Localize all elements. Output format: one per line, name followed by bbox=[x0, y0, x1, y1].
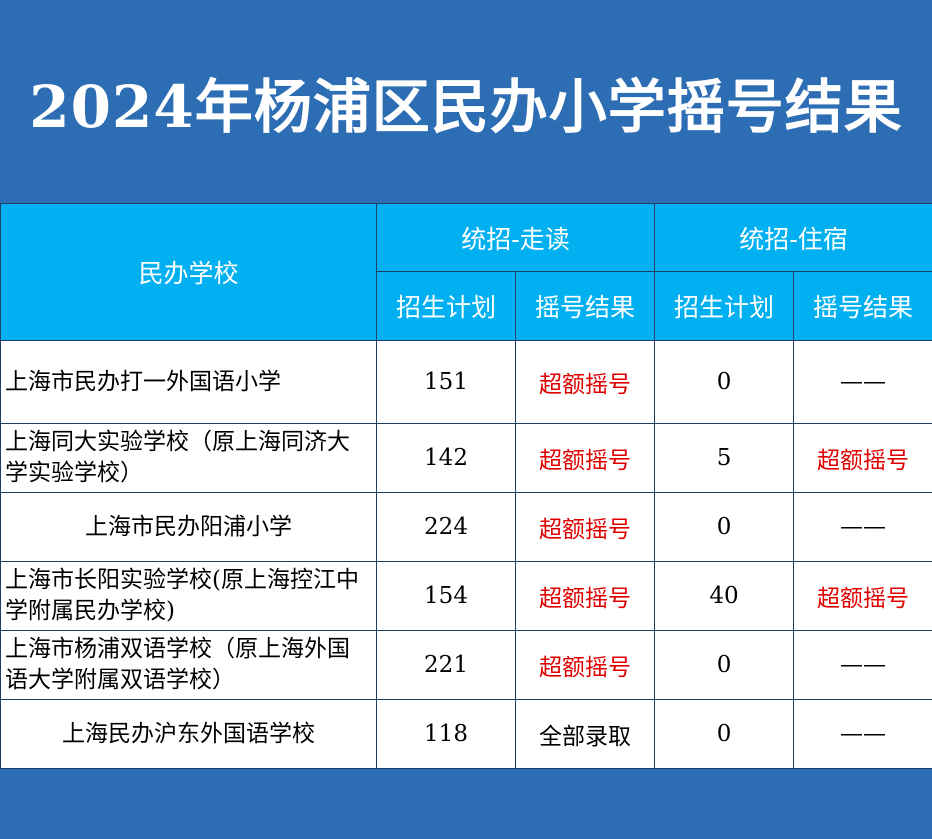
board-result: 超额摇号 bbox=[793, 561, 932, 631]
board-plan: 40 bbox=[654, 561, 795, 631]
header-board-result: 摇号结果 bbox=[793, 271, 932, 341]
header-walk-result: 摇号结果 bbox=[514, 271, 656, 341]
walk-plan: 154 bbox=[376, 561, 516, 631]
results-table: 民办学校 统招-走读 统招-住宿 招生计划 摇号结果 招生计划 摇号结果 上海市… bbox=[0, 203, 932, 769]
table-row: 上海市杨浦双语学校（原上海外国语大学附属双语学校） 221 超额摇号 0 —— bbox=[0, 630, 932, 700]
school-name: 上海市长阳实验学校(原上海控江中学附属民办学校) bbox=[0, 561, 377, 631]
school-name: 上海同大实验学校（原上海同济大学实验学校） bbox=[0, 423, 377, 493]
school-name: 上海市民办阳浦小学 bbox=[0, 492, 377, 562]
table-row: 上海市民办阳浦小学 224 超额摇号 0 —— bbox=[0, 492, 932, 562]
walk-result: 全部录取 bbox=[514, 699, 656, 769]
school-name: 上海民办沪东外国语学校 bbox=[0, 699, 377, 769]
walk-plan: 224 bbox=[376, 492, 516, 562]
walk-plan: 142 bbox=[376, 423, 516, 493]
page-title: 2024年杨浦区民办小学摇号结果 bbox=[29, 72, 903, 141]
walk-result: 超额摇号 bbox=[514, 630, 656, 700]
walk-result: 超额摇号 bbox=[514, 423, 656, 493]
board-plan: 0 bbox=[654, 340, 795, 424]
table-row: 上海同大实验学校（原上海同济大学实验学校） 142 超额摇号 5 超额摇号 bbox=[0, 423, 932, 493]
board-result: —— bbox=[793, 630, 932, 700]
header-walk-plan: 招生计划 bbox=[376, 271, 516, 341]
table-row: 上海市长阳实验学校(原上海控江中学附属民办学校) 154 超额摇号 40 超额摇… bbox=[0, 561, 932, 631]
board-plan: 0 bbox=[654, 630, 795, 700]
walk-plan: 151 bbox=[376, 340, 516, 424]
school-name: 上海市民办打一外国语小学 bbox=[0, 340, 377, 424]
header-group-board: 统招-住宿 bbox=[654, 203, 932, 272]
walk-plan: 221 bbox=[376, 630, 516, 700]
header-school: 民办学校 bbox=[0, 203, 377, 341]
walk-result: 超额摇号 bbox=[514, 492, 656, 562]
table-row: 上海民办沪东外国语学校 118 全部录取 0 —— bbox=[0, 699, 932, 769]
walk-result: 超额摇号 bbox=[514, 561, 656, 631]
board-result: —— bbox=[793, 492, 932, 562]
header-board-plan: 招生计划 bbox=[654, 271, 795, 341]
bottom-band bbox=[0, 770, 932, 839]
table-row: 上海市民办打一外国语小学 151 超额摇号 0 —— bbox=[0, 340, 932, 424]
board-plan: 0 bbox=[654, 699, 795, 769]
board-plan: 5 bbox=[654, 423, 795, 493]
walk-plan: 118 bbox=[376, 699, 516, 769]
walk-result: 超额摇号 bbox=[514, 340, 656, 424]
board-result: —— bbox=[793, 699, 932, 769]
board-plan: 0 bbox=[654, 492, 795, 562]
board-result: 超额摇号 bbox=[793, 423, 932, 493]
header-group-walk: 统招-走读 bbox=[375, 203, 656, 272]
board-result: —— bbox=[793, 340, 932, 424]
school-name: 上海市杨浦双语学校（原上海外国语大学附属双语学校） bbox=[0, 630, 377, 700]
